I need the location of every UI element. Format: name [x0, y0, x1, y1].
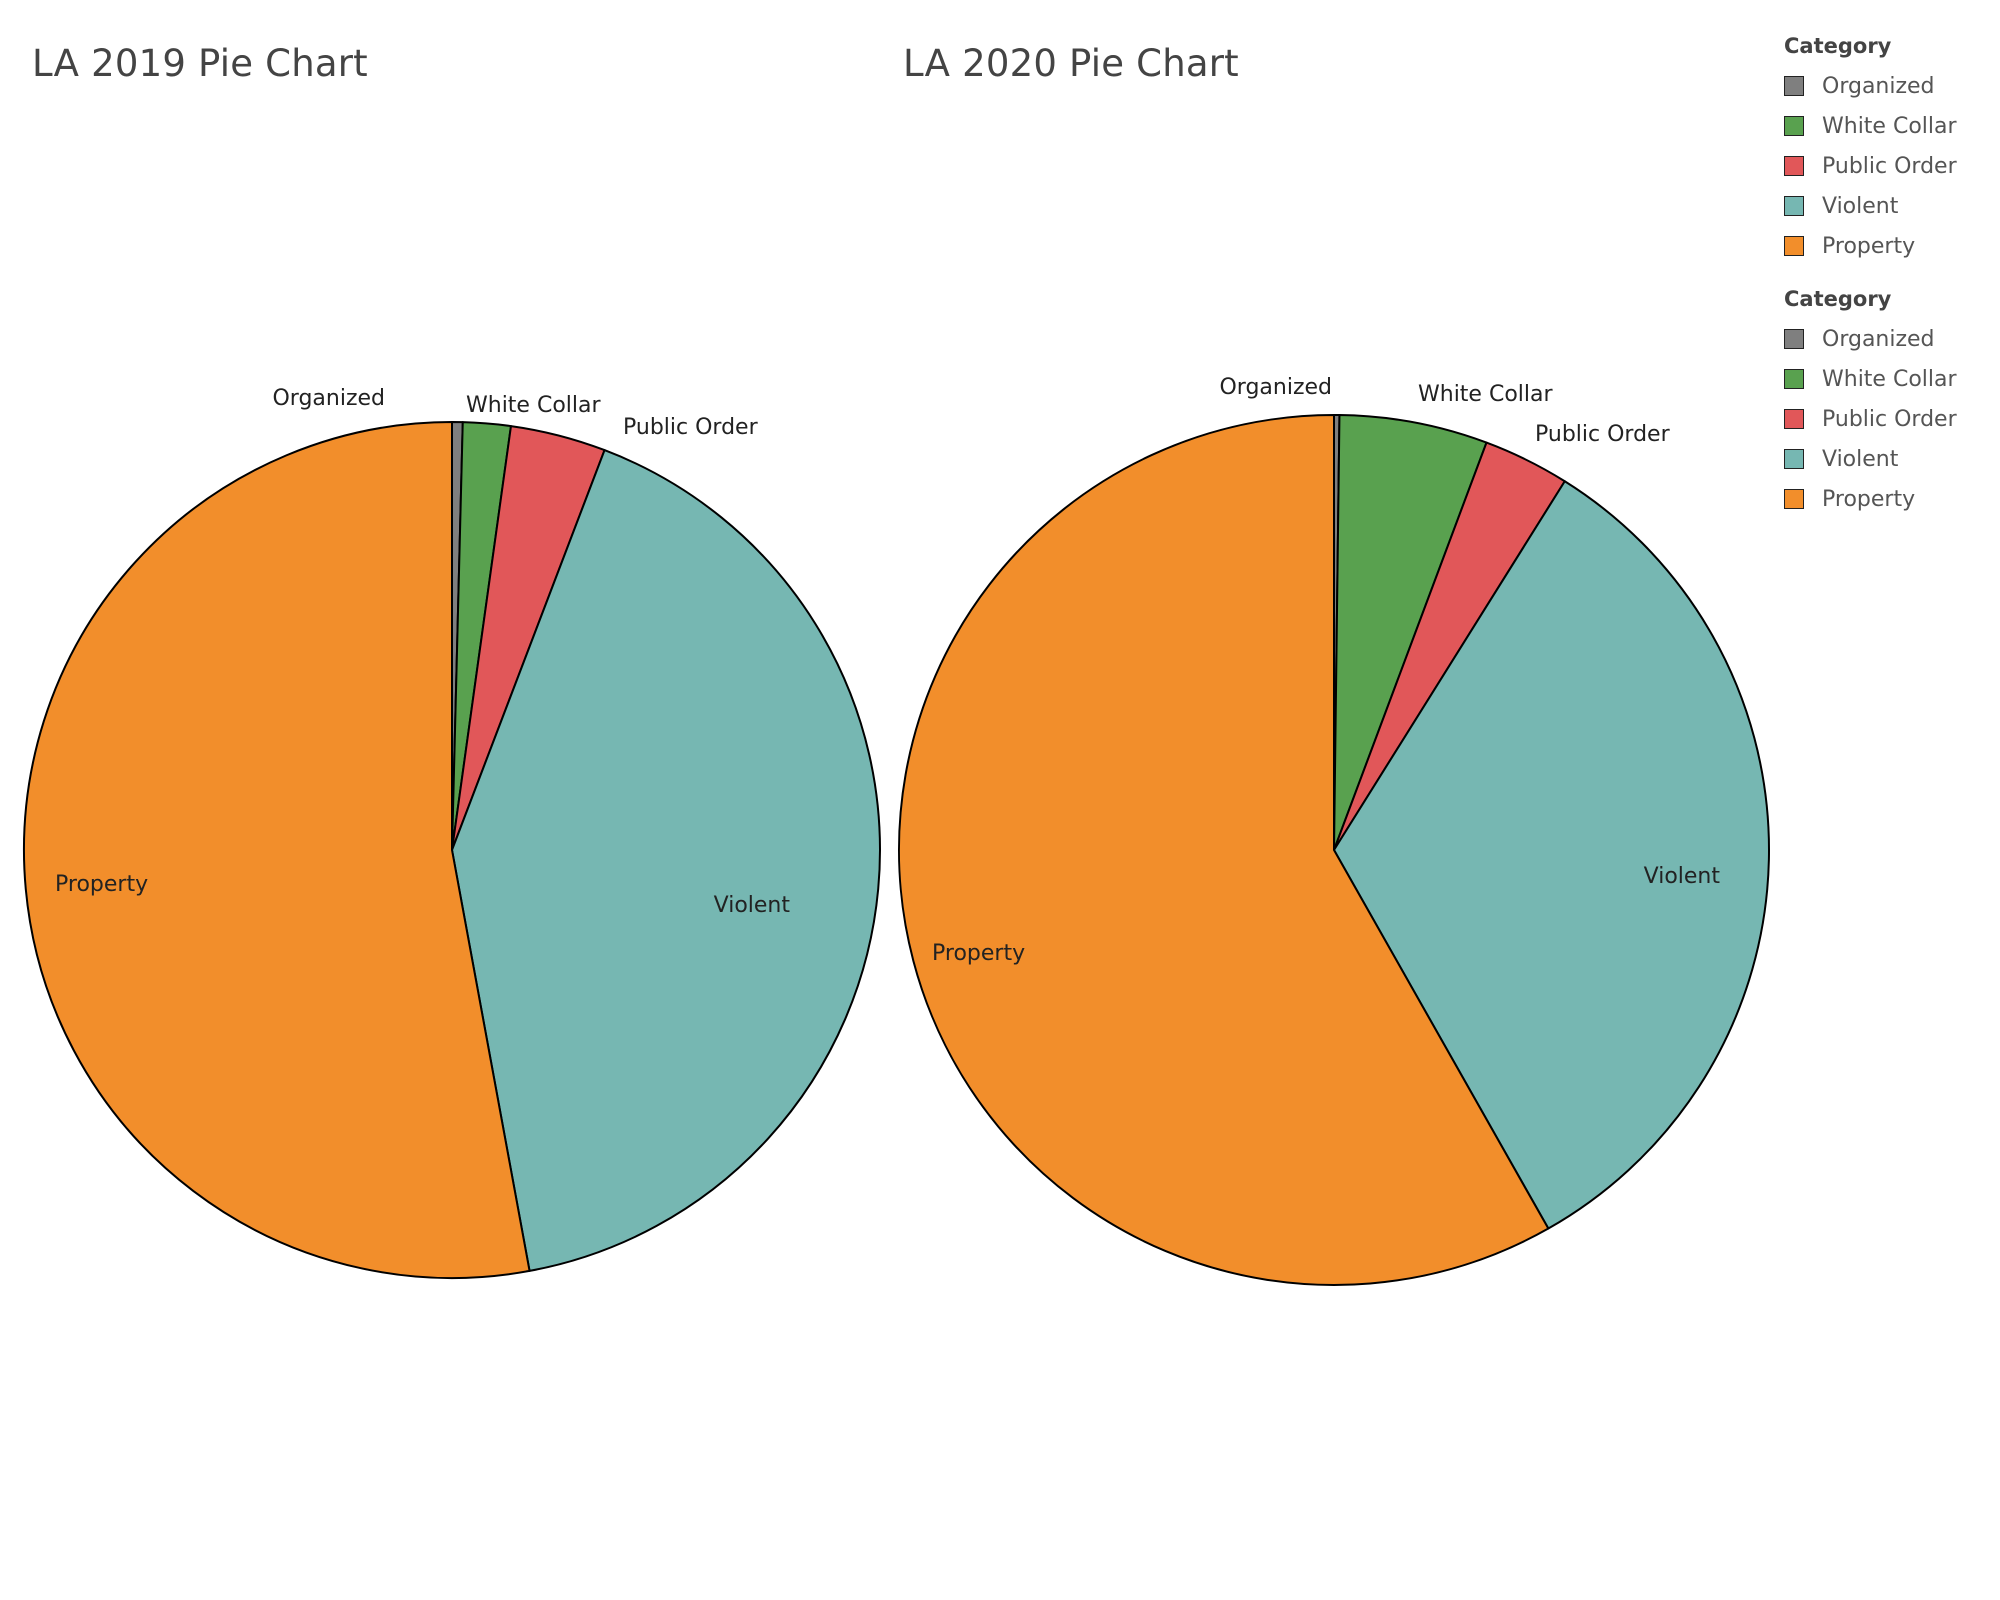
slice-label-public-order: Public Order — [1535, 422, 1671, 447]
legend-label: White Collar — [1822, 366, 1957, 392]
legend-item-organized[interactable]: Organized — [1784, 66, 1957, 106]
slice-label-white-collar: White Collar — [466, 393, 601, 418]
legend-label: Organized — [1822, 73, 1935, 99]
slice-label-property: Property — [55, 872, 148, 897]
legend-item-public-order[interactable]: Public Order — [1784, 146, 1957, 186]
legend-item-property[interactable]: Property — [1784, 226, 1957, 266]
slice-label-organized: Organized — [272, 386, 385, 411]
slice-label-public-order: Public Order — [623, 415, 759, 440]
legend-label: Public Order — [1822, 406, 1957, 432]
slice-label-violent: Violent — [714, 893, 791, 918]
slice-label-white-collar: White Collar — [1418, 382, 1553, 407]
chart-title-2020: LA 2020 Pie Chart — [903, 42, 1239, 85]
legend-swatch-property — [1784, 489, 1804, 509]
slice-label-violent: Violent — [1644, 864, 1721, 889]
legend-swatch-organized — [1784, 76, 1804, 96]
legend-swatch-public-order — [1784, 156, 1804, 176]
legend-swatch-violent — [1784, 449, 1804, 469]
legend-category-1: Category Organized White Collar Public O… — [1784, 34, 1957, 266]
legend-label: Property — [1822, 486, 1916, 512]
legend-label: Violent — [1822, 193, 1899, 219]
pie-chart-2020: Organized White Collar Public Order Violent… — [898, 375, 1770, 1286]
legend-label: Violent — [1822, 446, 1899, 472]
legend-item-white-collar[interactable]: White Collar — [1784, 359, 1957, 399]
legend-item-public-order[interactable]: Public Order — [1784, 399, 1957, 439]
legend-swatch-property — [1784, 236, 1804, 256]
pie-slice-property[interactable] — [22, 421, 531, 1279]
legend-label: White Collar — [1822, 113, 1957, 139]
legend-swatch-white-collar — [1784, 369, 1804, 389]
pie-slice-white-collar[interactable] — [1333, 414, 1488, 851]
legend-swatch-organized — [1784, 329, 1804, 349]
legend-item-property[interactable]: Property — [1784, 479, 1957, 519]
legend-item-violent[interactable]: Violent — [1784, 439, 1957, 479]
legend-title: Category — [1784, 34, 1892, 58]
slice-label-property: Property — [932, 941, 1025, 966]
legend-swatch-violent — [1784, 196, 1804, 216]
legend-item-violent[interactable]: Violent — [1784, 186, 1957, 226]
legend-label: Organized — [1822, 326, 1935, 352]
pie-chart-2019: Organized White Collar Public Order Violent… — [22, 386, 881, 1279]
pie-slice-property[interactable] — [898, 414, 1550, 1286]
slice-label-organized: Organized — [1219, 375, 1332, 400]
legend-item-organized[interactable]: Organized — [1784, 319, 1957, 359]
legend-item-white-collar[interactable]: White Collar — [1784, 106, 1957, 146]
legend-category-2: Category Organized White Collar Public O… — [1784, 287, 1957, 519]
legend-label: Property — [1822, 233, 1916, 259]
legend-swatch-white-collar — [1784, 116, 1804, 136]
legend-swatch-public-order — [1784, 409, 1804, 429]
legend-title: Category — [1784, 287, 1892, 311]
legend-label: Public Order — [1822, 153, 1957, 179]
chart-title-2019: LA 2019 Pie Chart — [32, 42, 368, 85]
pie-slice-violent[interactable] — [451, 449, 881, 1272]
